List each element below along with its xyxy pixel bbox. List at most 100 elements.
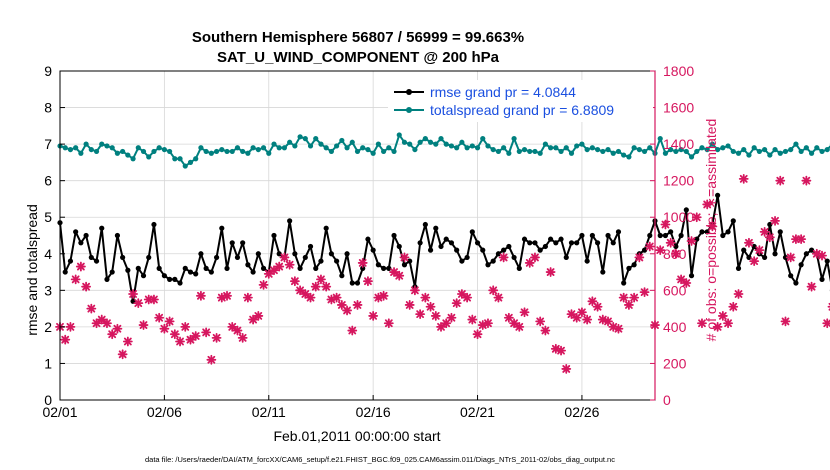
totalspread-point — [803, 145, 809, 151]
marker-stroke — [103, 319, 111, 328]
totalspread-point — [548, 145, 554, 151]
rmse-point — [302, 254, 308, 261]
rmse-point — [662, 232, 669, 239]
obs-assimilated-marker — [383, 318, 394, 329]
totalspread-point — [756, 148, 762, 155]
rmse-point — [375, 262, 381, 268]
rmse-point — [381, 265, 387, 271]
rmse-point — [537, 247, 543, 253]
marker-stroke — [280, 253, 289, 262]
rmse-point — [568, 240, 575, 246]
obs-assimilated-marker — [785, 252, 796, 263]
marker-stroke — [66, 322, 75, 331]
rmse-point — [563, 254, 569, 261]
totalspread-point — [161, 146, 167, 153]
totalspread-point — [678, 146, 684, 153]
totalspread-point — [219, 146, 225, 153]
y-left-tick-label: 2 — [44, 319, 52, 335]
rmse-point — [433, 225, 439, 231]
marker-stroke — [739, 174, 748, 183]
totalspread-point — [459, 139, 465, 145]
rmse-point — [485, 262, 491, 268]
totalspread-point — [83, 141, 89, 147]
obs-assimilated-marker — [801, 175, 812, 186]
obs-assimilated-marker — [263, 268, 274, 279]
rmse-point — [334, 258, 340, 264]
marker-stroke — [61, 335, 70, 344]
totalspread-point — [584, 146, 590, 153]
obs-assimilated-marker — [430, 311, 441, 321]
marker-stroke — [504, 313, 513, 322]
obs-assimilated-marker — [535, 316, 546, 327]
rmse-point — [610, 240, 616, 246]
rmse-point — [480, 247, 486, 253]
totalspread-point — [182, 163, 188, 169]
marker-stroke — [499, 253, 508, 262]
totalspread-point — [735, 150, 742, 156]
rmse-point — [688, 273, 695, 279]
series-lines — [57, 132, 830, 304]
obs-assimilated-marker — [780, 316, 791, 327]
marker-stroke — [489, 286, 498, 295]
x-tick-label: 02/01 — [42, 404, 77, 420]
x-tick-label: 02/21 — [460, 404, 495, 420]
data-file-footnote: data file: /Users/raeder/DAI/ATM_forcXX/… — [145, 455, 615, 464]
rmse-point — [422, 221, 428, 228]
marker-stroke — [421, 293, 430, 302]
marker-stroke — [625, 301, 633, 309]
marker-stroke — [431, 312, 440, 320]
marker-stroke — [155, 313, 164, 322]
totalspread-point — [668, 146, 674, 153]
totalspread-point — [401, 139, 408, 145]
obs-assimilated-marker — [347, 325, 358, 336]
totalspread-point — [594, 146, 601, 153]
marker-stroke — [238, 333, 247, 342]
totalspread-point — [313, 136, 319, 142]
obs-assimilated-marker — [190, 331, 201, 341]
marker-stroke — [797, 235, 806, 244]
rmse-point — [741, 247, 747, 253]
y-right-tick-label: 1600 — [663, 100, 694, 116]
obs-assimilated-marker — [744, 237, 754, 248]
marker-stroke — [390, 268, 398, 276]
obs-assimilated-marker — [425, 301, 436, 312]
marker-stroke — [781, 317, 790, 326]
marker-stroke — [71, 275, 80, 284]
marker-stroke — [343, 306, 351, 315]
rmse-point — [720, 232, 726, 239]
totalspread-point — [751, 145, 757, 151]
marker-stroke — [713, 322, 722, 331]
totalspread-point — [276, 145, 282, 151]
obs-assimilated-marker — [248, 314, 259, 325]
marker-stroke — [807, 282, 816, 291]
y-left-tick-label: 1 — [44, 355, 52, 371]
totalspread-point — [260, 145, 267, 151]
totalspread-point — [229, 148, 235, 155]
marker-stroke — [604, 317, 612, 326]
obs-assimilated-marker — [258, 279, 269, 290]
y-left-tick-label: 0 — [44, 392, 52, 408]
rmse-point — [808, 247, 815, 253]
rmse-point — [788, 273, 794, 279]
obs-assimilated-marker — [629, 292, 640, 303]
marker-stroke — [212, 333, 221, 342]
marker-stroke — [322, 282, 331, 291]
marker-stroke — [447, 313, 456, 322]
obs-assimilated-marker — [446, 312, 457, 323]
rmse-point — [459, 258, 465, 264]
x-tick-label: 02/26 — [564, 404, 599, 420]
totalspread-point — [814, 145, 820, 151]
rmse-point — [553, 240, 559, 246]
rmse-point — [574, 240, 580, 246]
marker-stroke — [645, 242, 654, 251]
totalspread-point — [605, 146, 611, 153]
rmse-point — [73, 229, 79, 235]
marker-stroke — [546, 268, 555, 276]
totalspread-point — [381, 148, 387, 155]
totalspread-point — [683, 148, 689, 155]
obs-assimilated-marker — [138, 320, 149, 330]
marker-stroke — [515, 322, 524, 331]
totalspread-point — [302, 136, 308, 142]
obs-assimilated-marker — [274, 261, 285, 272]
